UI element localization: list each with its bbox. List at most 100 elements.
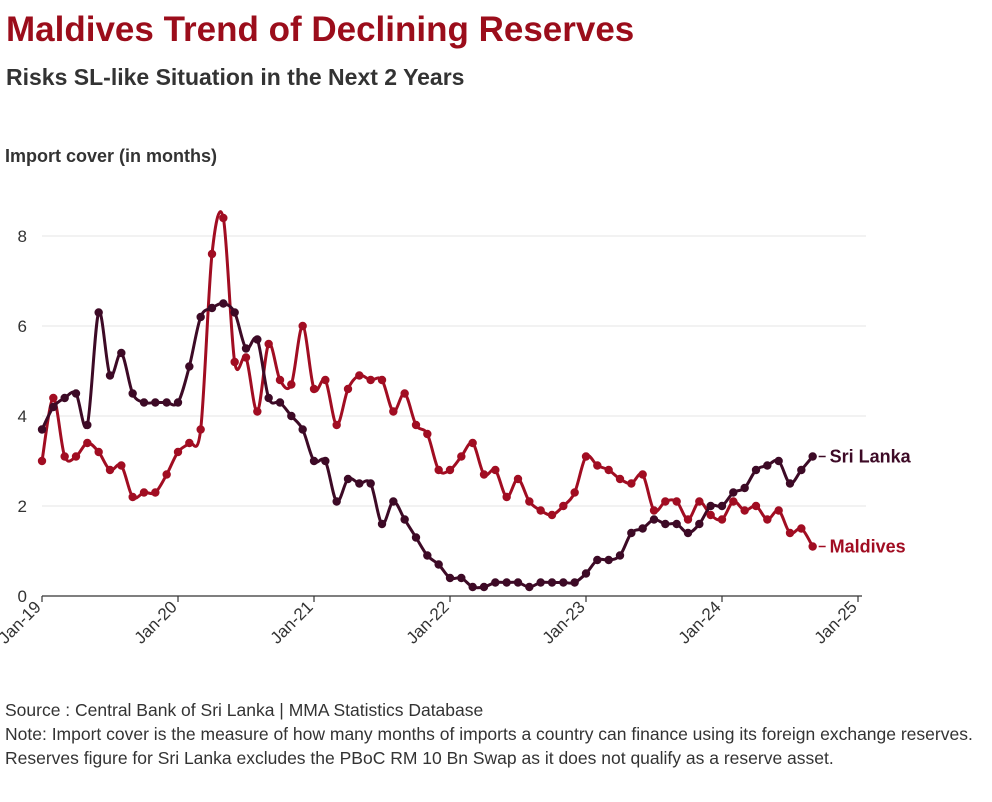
data-point [649, 515, 659, 524]
y-tick-label: 0 [18, 587, 27, 606]
data-point [219, 299, 228, 308]
data-point [774, 506, 783, 515]
data-point [400, 389, 409, 398]
chart-subtitle: Risks SL-like Situation in the Next 2 Ye… [6, 64, 465, 90]
data-point [683, 515, 693, 524]
x-tick-label: Jan-22 [403, 597, 453, 647]
data-point [559, 501, 568, 511]
y-tick-label: 2 [18, 497, 27, 516]
series-line-sri-lanka [40, 301, 814, 590]
data-point [717, 501, 727, 511]
data-point [332, 420, 341, 430]
data-point [661, 497, 670, 506]
data-point [695, 519, 704, 529]
x-tick-label: Jan-21 [267, 597, 317, 647]
data-point [94, 308, 103, 317]
data-point [615, 551, 625, 560]
data-point [264, 393, 273, 403]
data-point [808, 542, 817, 551]
data-point [423, 429, 432, 439]
data-point [377, 375, 387, 385]
data-point [672, 519, 681, 529]
data-point [275, 375, 285, 385]
data-point [536, 506, 545, 515]
data-point [275, 398, 285, 407]
data-point [525, 582, 534, 592]
data-point [593, 555, 602, 565]
note-text: Note: Import cover is the measure of how… [5, 724, 973, 744]
data-point [536, 578, 545, 587]
data-point [298, 425, 307, 434]
x-tick-label: Jan-24 [675, 597, 725, 647]
series-line-maldives [40, 210, 814, 548]
data-point [468, 582, 477, 592]
data-point [457, 452, 466, 461]
data-point [763, 461, 772, 470]
x-axis-ticks: Jan-19 Jan-20 Jan-21 Jan-22 Jan-23 Jan-24 Jan-… [0, 596, 861, 648]
data-point [751, 501, 761, 511]
series-points [37, 213, 817, 592]
data-point [581, 452, 591, 461]
data-point [196, 312, 205, 322]
data-point [570, 578, 579, 587]
data-point [547, 578, 557, 587]
data-point [479, 582, 489, 592]
note-text-2: Reserves figure for Sri Lanka excludes t… [5, 748, 834, 768]
data-point [377, 519, 387, 529]
data-point [717, 515, 727, 524]
data-point [502, 492, 511, 502]
data-point [173, 398, 183, 407]
data-point [49, 402, 58, 412]
data-point [649, 506, 659, 515]
data-point [627, 479, 636, 488]
data-point [253, 335, 262, 344]
source-text: Source : Central Bank of Sri Lanka | MMA… [5, 700, 484, 720]
y-axis-label: Import cover (in months) [5, 146, 217, 166]
data-point [355, 371, 364, 380]
data-point [570, 488, 579, 497]
data-point [71, 389, 81, 398]
data-point [230, 357, 239, 367]
data-point [355, 479, 364, 488]
data-point [60, 393, 69, 403]
data-point [105, 371, 115, 380]
data-point [185, 362, 194, 371]
data-point [411, 420, 421, 430]
x-tick-label: Jan-20 [131, 597, 181, 647]
series-label-maldives: Maldives [830, 537, 906, 557]
data-point [332, 497, 341, 506]
data-point [321, 375, 330, 385]
x-tick-label: Jan-23 [539, 597, 589, 647]
data-point [230, 308, 239, 317]
data-point [672, 497, 681, 506]
data-point [60, 452, 69, 461]
data-point [71, 452, 81, 461]
data-point [457, 573, 466, 583]
data-point [49, 393, 58, 403]
data-point [661, 519, 670, 529]
data-point [785, 479, 795, 488]
data-point [139, 488, 149, 497]
data-point [151, 488, 160, 497]
data-point [638, 524, 647, 533]
data-point [173, 447, 183, 457]
data-point [219, 213, 228, 223]
data-point [151, 398, 160, 407]
data-point [729, 488, 738, 497]
data-point [423, 551, 432, 560]
data-point [366, 375, 375, 385]
data-point [547, 510, 557, 520]
data-point [479, 470, 489, 479]
data-point [287, 411, 296, 421]
data-point [139, 398, 149, 407]
data-point [729, 497, 738, 506]
data-point [525, 497, 534, 506]
data-point [751, 465, 761, 475]
data-point [638, 470, 647, 479]
data-point [513, 578, 523, 587]
data-point [774, 456, 783, 466]
data-point [502, 578, 511, 587]
data-point [785, 528, 795, 538]
data-point [241, 344, 251, 353]
